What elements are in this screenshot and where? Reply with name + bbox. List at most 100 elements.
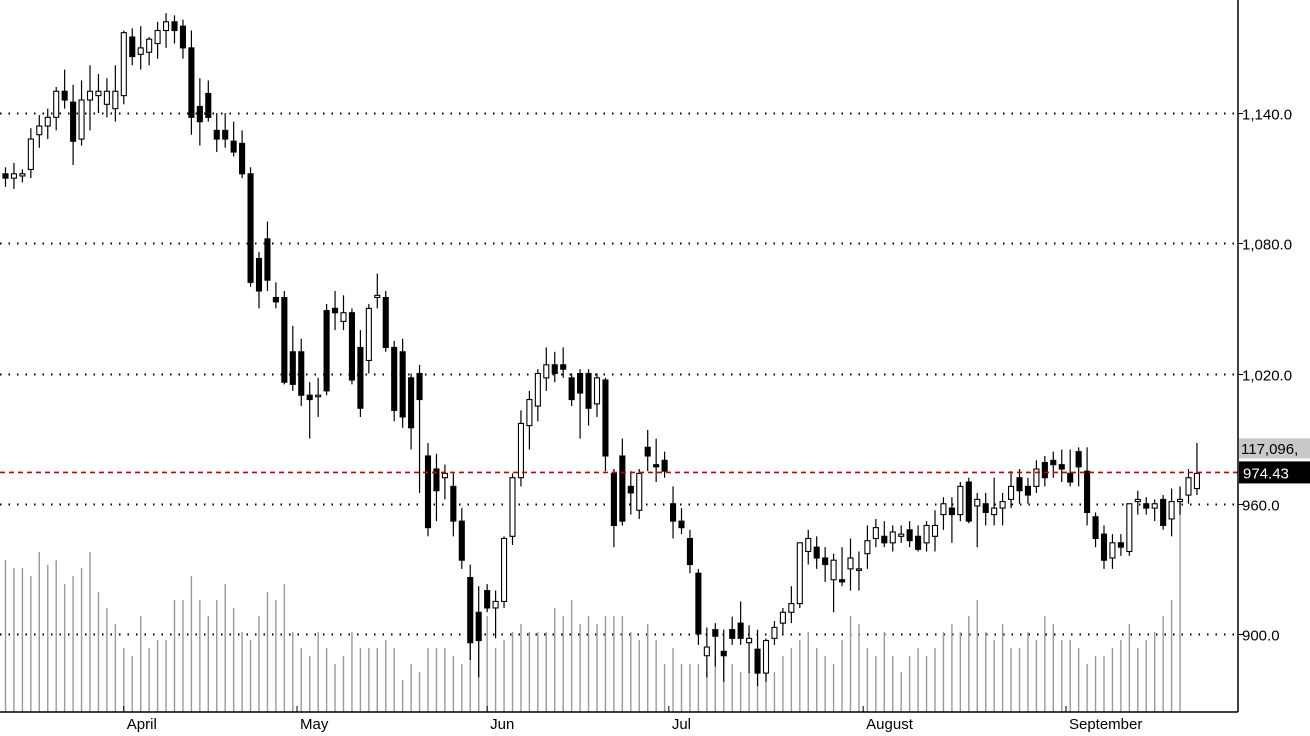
candle	[357, 330, 364, 417]
candle	[179, 19, 186, 59]
candle	[1143, 497, 1150, 515]
candle	[331, 291, 339, 331]
candle-body-down	[272, 296, 279, 303]
candle-body-down	[205, 92, 212, 118]
candle-body-down	[568, 377, 575, 401]
candle	[416, 364, 423, 493]
candle	[762, 638, 770, 682]
candle	[906, 521, 913, 548]
candle	[374, 273, 381, 309]
candle-body-up	[154, 29, 161, 45]
candle	[577, 369, 584, 439]
candle-body-down	[382, 296, 389, 349]
candle	[230, 121, 237, 157]
candle-body-down	[1160, 498, 1167, 527]
candle-body-down	[264, 238, 271, 281]
candle-body-up	[931, 524, 939, 537]
candle	[923, 521, 930, 552]
candle	[272, 282, 279, 309]
y-tick-label: 960.0	[1242, 498, 1280, 515]
candle	[239, 130, 246, 179]
candle	[830, 553, 837, 613]
candle	[1117, 534, 1124, 556]
candle-body-up	[847, 557, 854, 570]
candle-body-up	[509, 477, 516, 537]
candle-body-up	[889, 531, 896, 544]
candle	[999, 492, 1006, 526]
x-tick-label: Jun	[490, 716, 514, 733]
candle	[585, 369, 592, 426]
candle-body-up	[526, 398, 533, 427]
candle	[1033, 460, 1040, 493]
candle	[103, 78, 110, 118]
candle-body-down	[213, 129, 220, 140]
candle-body-down	[1050, 459, 1057, 466]
x-axis: April May Jun Jul August September	[0, 706, 1238, 733]
candle	[500, 536, 508, 608]
candle-body-up	[340, 312, 347, 322]
candle-body-up	[1134, 498, 1141, 503]
candle-body-up	[746, 637, 753, 644]
candle-body-up	[534, 372, 541, 407]
x-tick-label: August	[866, 716, 914, 733]
candle	[551, 351, 558, 383]
candle	[1041, 455, 1048, 487]
candle-body-up	[991, 507, 998, 516]
candle-body-down	[230, 140, 237, 153]
candle	[788, 586, 795, 624]
candle-body-up	[137, 47, 144, 55]
candle-body-down	[610, 472, 617, 527]
candle	[560, 347, 567, 378]
candle	[163, 13, 170, 48]
candle	[315, 377, 322, 417]
candle	[889, 525, 896, 552]
candle	[1160, 495, 1167, 530]
candle	[847, 538, 854, 591]
candle	[534, 369, 541, 422]
candle	[129, 28, 136, 66]
candle	[974, 492, 981, 548]
y-tick-label: 1,140.0	[1242, 107, 1292, 124]
candle-body-down	[720, 650, 727, 657]
candle-body-down	[813, 546, 820, 559]
candle	[991, 477, 998, 526]
candle-body-down	[551, 364, 558, 375]
candle	[441, 464, 448, 500]
candle-body-down	[661, 459, 668, 472]
candle-body-down	[1041, 461, 1048, 479]
candle	[619, 438, 626, 526]
candle	[19, 169, 26, 183]
candle	[53, 86, 60, 131]
candle	[627, 471, 634, 515]
candle	[458, 508, 465, 569]
candle	[746, 625, 753, 674]
candle-body-up	[830, 559, 837, 581]
candle	[779, 607, 786, 634]
candle-body-up	[19, 173, 26, 177]
volume-tag-label: 117,096,	[1241, 441, 1298, 458]
candle	[1177, 486, 1184, 515]
candle-body-down	[982, 503, 989, 513]
candle-body-up	[796, 542, 803, 605]
candle-body-up	[53, 90, 60, 118]
candle	[526, 390, 533, 450]
candle	[298, 338, 305, 407]
candle	[255, 251, 263, 309]
candle-body-down	[323, 309, 330, 392]
candle-body-down	[247, 173, 254, 283]
candle	[678, 508, 685, 535]
candle-body-down	[408, 377, 415, 429]
candle-body-down	[1100, 533, 1108, 561]
candle	[424, 442, 432, 537]
candle-body-down	[61, 90, 68, 101]
candle-body-down	[1067, 472, 1074, 483]
candle	[653, 438, 660, 483]
candle-body-down	[399, 351, 406, 418]
candle	[196, 78, 203, 146]
candle-body-down	[331, 307, 339, 314]
candle	[872, 518, 879, 548]
candle	[264, 221, 271, 292]
candle	[70, 84, 77, 166]
volume-tag-background	[1239, 438, 1310, 459]
candle	[1109, 534, 1116, 569]
